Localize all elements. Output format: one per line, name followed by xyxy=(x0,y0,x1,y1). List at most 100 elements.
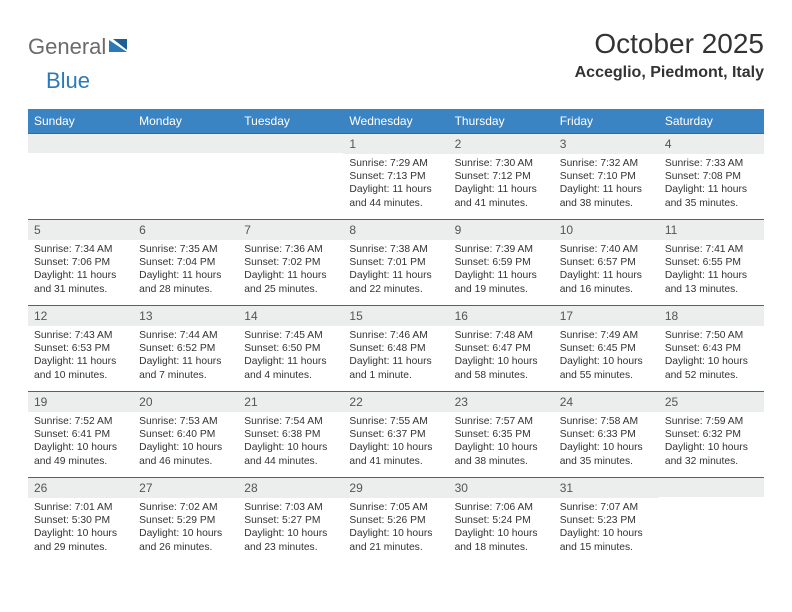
day-header: Wednesday xyxy=(343,109,448,133)
logo: General xyxy=(28,28,131,60)
calendar-cell xyxy=(133,133,238,219)
day-details: Sunrise: 7:03 AMSunset: 5:27 PMDaylight:… xyxy=(238,498,343,560)
sunrise-text: Sunrise: 7:52 AM xyxy=(34,415,127,428)
calendar-cell: 4Sunrise: 7:33 AMSunset: 7:08 PMDaylight… xyxy=(659,133,764,219)
day-details: Sunrise: 7:57 AMSunset: 6:35 PMDaylight:… xyxy=(449,412,554,474)
day-number: 13 xyxy=(133,306,238,326)
daylight-text: Daylight: 10 hours and 52 minutes. xyxy=(665,355,758,381)
calendar-cell xyxy=(659,477,764,563)
calendar-cell: 9Sunrise: 7:39 AMSunset: 6:59 PMDaylight… xyxy=(449,219,554,305)
day-details: Sunrise: 7:58 AMSunset: 6:33 PMDaylight:… xyxy=(554,412,659,474)
day-number xyxy=(28,134,133,153)
day-details: Sunrise: 7:02 AMSunset: 5:29 PMDaylight:… xyxy=(133,498,238,560)
sunrise-text: Sunrise: 7:44 AM xyxy=(139,329,232,342)
sunrise-text: Sunrise: 7:32 AM xyxy=(560,157,653,170)
daylight-text: Daylight: 10 hours and 29 minutes. xyxy=(34,527,127,553)
day-number: 10 xyxy=(554,220,659,240)
sunrise-text: Sunrise: 7:06 AM xyxy=(455,501,548,514)
day-header: Sunday xyxy=(28,109,133,133)
daylight-text: Daylight: 11 hours and 19 minutes. xyxy=(455,269,548,295)
calendar-cell: 11Sunrise: 7:41 AMSunset: 6:55 PMDayligh… xyxy=(659,219,764,305)
day-number: 30 xyxy=(449,478,554,498)
sunrise-text: Sunrise: 7:48 AM xyxy=(455,329,548,342)
daylight-text: Daylight: 10 hours and 49 minutes. xyxy=(34,441,127,467)
day-number: 14 xyxy=(238,306,343,326)
day-number: 28 xyxy=(238,478,343,498)
sunset-text: Sunset: 6:38 PM xyxy=(244,428,337,441)
daylight-text: Daylight: 10 hours and 46 minutes. xyxy=(139,441,232,467)
sunrise-text: Sunrise: 7:46 AM xyxy=(349,329,442,342)
sunset-text: Sunset: 6:57 PM xyxy=(560,256,653,269)
day-details: Sunrise: 7:43 AMSunset: 6:53 PMDaylight:… xyxy=(28,326,133,388)
sunset-text: Sunset: 6:53 PM xyxy=(34,342,127,355)
day-details: Sunrise: 7:34 AMSunset: 7:06 PMDaylight:… xyxy=(28,240,133,302)
calendar-cell xyxy=(28,133,133,219)
sunrise-text: Sunrise: 7:07 AM xyxy=(560,501,653,514)
day-number xyxy=(133,134,238,153)
calendar-cell: 10Sunrise: 7:40 AMSunset: 6:57 PMDayligh… xyxy=(554,219,659,305)
calendar-cell: 29Sunrise: 7:05 AMSunset: 5:26 PMDayligh… xyxy=(343,477,448,563)
calendar-cell: 27Sunrise: 7:02 AMSunset: 5:29 PMDayligh… xyxy=(133,477,238,563)
sunrise-text: Sunrise: 7:49 AM xyxy=(560,329,653,342)
day-details: Sunrise: 7:38 AMSunset: 7:01 PMDaylight:… xyxy=(343,240,448,302)
day-number: 6 xyxy=(133,220,238,240)
calendar-cell: 5Sunrise: 7:34 AMSunset: 7:06 PMDaylight… xyxy=(28,219,133,305)
day-header: Tuesday xyxy=(238,109,343,133)
day-header: Saturday xyxy=(659,109,764,133)
title-block: October 2025 Acceglio, Piedmont, Italy xyxy=(575,28,764,82)
day-details: Sunrise: 7:53 AMSunset: 6:40 PMDaylight:… xyxy=(133,412,238,474)
day-details: Sunrise: 7:33 AMSunset: 7:08 PMDaylight:… xyxy=(659,154,764,216)
calendar-cell: 30Sunrise: 7:06 AMSunset: 5:24 PMDayligh… xyxy=(449,477,554,563)
day-details: Sunrise: 7:46 AMSunset: 6:48 PMDaylight:… xyxy=(343,326,448,388)
calendar-cell: 14Sunrise: 7:45 AMSunset: 6:50 PMDayligh… xyxy=(238,305,343,391)
daylight-text: Daylight: 10 hours and 38 minutes. xyxy=(455,441,548,467)
daylight-text: Daylight: 11 hours and 41 minutes. xyxy=(455,183,548,209)
day-number: 25 xyxy=(659,392,764,412)
logo-text-gray: General xyxy=(28,34,106,60)
day-details: Sunrise: 7:54 AMSunset: 6:38 PMDaylight:… xyxy=(238,412,343,474)
sunrise-text: Sunrise: 7:59 AM xyxy=(665,415,758,428)
daylight-text: Daylight: 11 hours and 25 minutes. xyxy=(244,269,337,295)
sunset-text: Sunset: 7:12 PM xyxy=(455,170,548,183)
daylight-text: Daylight: 10 hours and 26 minutes. xyxy=(139,527,232,553)
sunrise-text: Sunrise: 7:34 AM xyxy=(34,243,127,256)
day-details: Sunrise: 7:35 AMSunset: 7:04 PMDaylight:… xyxy=(133,240,238,302)
calendar-cell: 8Sunrise: 7:38 AMSunset: 7:01 PMDaylight… xyxy=(343,219,448,305)
calendar-cell: 2Sunrise: 7:30 AMSunset: 7:12 PMDaylight… xyxy=(449,133,554,219)
calendar-cell: 23Sunrise: 7:57 AMSunset: 6:35 PMDayligh… xyxy=(449,391,554,477)
calendar-cell: 21Sunrise: 7:54 AMSunset: 6:38 PMDayligh… xyxy=(238,391,343,477)
day-number: 11 xyxy=(659,220,764,240)
day-details: Sunrise: 7:01 AMSunset: 5:30 PMDaylight:… xyxy=(28,498,133,560)
sunset-text: Sunset: 5:29 PM xyxy=(139,514,232,527)
daylight-text: Daylight: 11 hours and 22 minutes. xyxy=(349,269,442,295)
calendar-cell: 24Sunrise: 7:58 AMSunset: 6:33 PMDayligh… xyxy=(554,391,659,477)
daylight-text: Daylight: 10 hours and 55 minutes. xyxy=(560,355,653,381)
day-number: 7 xyxy=(238,220,343,240)
sunset-text: Sunset: 5:27 PM xyxy=(244,514,337,527)
sunrise-text: Sunrise: 7:58 AM xyxy=(560,415,653,428)
sunset-text: Sunset: 6:48 PM xyxy=(349,342,442,355)
sunset-text: Sunset: 6:41 PM xyxy=(34,428,127,441)
sunset-text: Sunset: 5:24 PM xyxy=(455,514,548,527)
day-number: 16 xyxy=(449,306,554,326)
daylight-text: Daylight: 11 hours and 13 minutes. xyxy=(665,269,758,295)
day-details: Sunrise: 7:39 AMSunset: 6:59 PMDaylight:… xyxy=(449,240,554,302)
day-number: 15 xyxy=(343,306,448,326)
day-details: Sunrise: 7:05 AMSunset: 5:26 PMDaylight:… xyxy=(343,498,448,560)
calendar-cell: 12Sunrise: 7:43 AMSunset: 6:53 PMDayligh… xyxy=(28,305,133,391)
sunset-text: Sunset: 7:02 PM xyxy=(244,256,337,269)
daylight-text: Daylight: 10 hours and 41 minutes. xyxy=(349,441,442,467)
sunset-text: Sunset: 6:50 PM xyxy=(244,342,337,355)
calendar-cell: 20Sunrise: 7:53 AMSunset: 6:40 PMDayligh… xyxy=(133,391,238,477)
sunset-text: Sunset: 5:26 PM xyxy=(349,514,442,527)
sunrise-text: Sunrise: 7:39 AM xyxy=(455,243,548,256)
day-number: 9 xyxy=(449,220,554,240)
sunset-text: Sunset: 6:45 PM xyxy=(560,342,653,355)
sunrise-text: Sunrise: 7:36 AM xyxy=(244,243,337,256)
sunset-text: Sunset: 7:06 PM xyxy=(34,256,127,269)
day-details: Sunrise: 7:36 AMSunset: 7:02 PMDaylight:… xyxy=(238,240,343,302)
sunrise-text: Sunrise: 7:54 AM xyxy=(244,415,337,428)
day-details: Sunrise: 7:40 AMSunset: 6:57 PMDaylight:… xyxy=(554,240,659,302)
day-details: Sunrise: 7:41 AMSunset: 6:55 PMDaylight:… xyxy=(659,240,764,302)
day-number: 24 xyxy=(554,392,659,412)
